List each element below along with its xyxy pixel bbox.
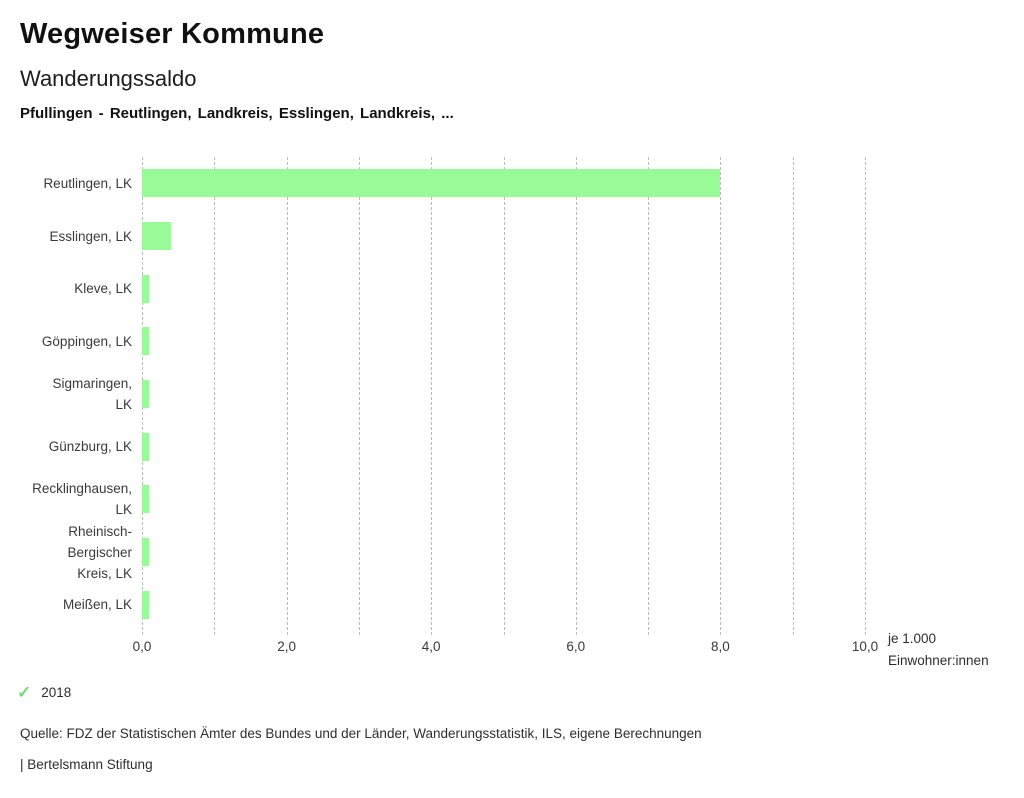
bar[interactable] [142,169,721,198]
category-label: Reutlingen, LK [43,175,132,191]
category-label: Kleve, LK [74,281,132,297]
gridline [358,157,360,635]
category-label: Recklinghausen, LK [32,481,132,518]
bar-row: Recklinghausen, LK [32,473,865,526]
legend-item-2018[interactable]: ✓ 2018 [17,684,71,701]
x-tick-label: 6,0 [566,639,586,654]
plot-area: Reutlingen, LK Esslingen, LK Kleve, LK Göpp… [32,157,866,635]
bar[interactable] [142,538,150,567]
bar[interactable] [142,222,171,251]
bar[interactable] [142,274,150,303]
legend-label: 2018 [41,685,72,700]
bar[interactable] [142,380,150,409]
app-title: Wegweiser Kommune [20,18,325,50]
gridline [792,157,794,635]
category-label: Meißen, LK [62,597,132,613]
axis-unit-line-2: Einwohner:innen [888,652,989,668]
bar[interactable] [142,485,150,514]
bar-row: Rheinisch- Bergischer Kreis, LK [67,524,865,581]
gridline [286,157,288,635]
bar-row: Reutlingen, LK [43,157,865,210]
x-axis: 0,0 2,0 4,0 6,0 8,0 10,0 [133,639,879,657]
chart-subtitle: Pfullingen - Reutlingen, Landkreis, Essl… [20,105,454,122]
category-label: Göppingen, LK [41,333,132,349]
gridline [865,157,866,635]
x-tick-label: 8,0 [711,639,730,654]
check-icon: ✓ [17,683,32,702]
x-tick-label: 2,0 [277,639,296,654]
gridline [214,157,216,635]
gridline [720,157,722,635]
brand-text: | Bertelsmann Stiftung [20,757,153,772]
chart-title: Wanderungssaldo [20,66,197,91]
gridline [431,157,433,635]
x-tick-label: 4,0 [421,639,441,654]
bar-row: Günzburg, LK [49,420,865,473]
category-label: Rheinisch- Bergischer Kreis, LK [67,523,132,581]
axis-unit-line-1: je 1.000 [888,631,937,646]
bar[interactable] [142,327,150,356]
axis-unit-label: je 1.000 Einwohner:innen [888,628,989,671]
bar-row: Göppingen, LK [42,315,865,368]
gridline [575,157,577,635]
bar-row: Kleve, LK [74,262,865,315]
category-label: Günzburg, LK [48,439,132,455]
bar-row: Meißen, LK [63,578,865,631]
gridline [503,157,505,635]
bar[interactable] [142,590,150,619]
bar-row: Esslingen, LK [49,210,865,263]
x-tick-label: 0,0 [132,639,152,654]
category-label: Esslingen, LK [49,228,132,244]
x-tick-label: 10,0 [851,639,879,654]
source-text: Quelle: FDZ der Statistischen Ämter des … [20,726,702,741]
bar-row: Sigmaringen, LK [52,368,865,421]
gridline [648,157,650,635]
category-label: Sigmaringen, LK [52,376,132,413]
bar[interactable] [142,432,150,461]
